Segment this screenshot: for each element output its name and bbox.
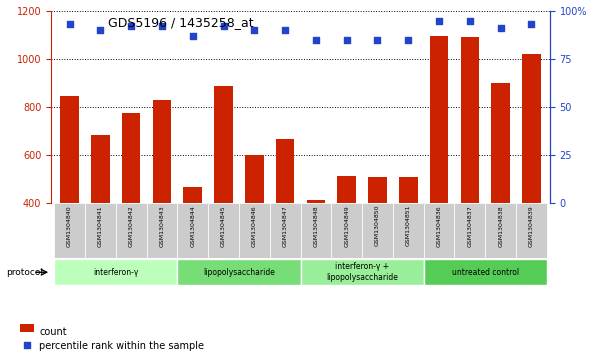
Text: untreated control: untreated control [452,268,519,277]
Point [249,27,259,33]
Text: GSM1304849: GSM1304849 [344,205,349,247]
Bar [424,259,547,285]
Bar [20,324,34,332]
Text: GSM1304846: GSM1304846 [252,205,257,246]
Point [126,23,136,29]
Text: GSM1304840: GSM1304840 [67,205,72,246]
Point [311,37,321,42]
Bar [430,36,448,203]
Text: interferon-γ: interferon-γ [93,268,138,277]
Text: count: count [39,327,67,337]
Bar [215,86,233,203]
Text: GSM1304842: GSM1304842 [129,205,133,247]
Bar [276,139,294,203]
Point [219,23,228,29]
Bar [393,203,424,258]
Point [403,37,413,42]
Bar [54,203,85,258]
Text: GSM1304851: GSM1304851 [406,205,410,246]
Text: GDS5196 / 1435258_at: GDS5196 / 1435258_at [108,16,254,29]
Point [526,21,536,27]
Bar [239,203,270,258]
Bar [337,176,356,203]
Bar [270,203,300,258]
Text: lipopolysaccharide: lipopolysaccharide [203,268,275,277]
Text: GSM1304848: GSM1304848 [313,205,319,246]
Bar [300,203,331,258]
Bar [91,135,109,203]
Bar [424,203,454,258]
Bar [177,259,300,285]
Text: interferon-γ +
lipopolysaccharide: interferon-γ + lipopolysaccharide [326,262,398,282]
Text: GSM1304847: GSM1304847 [282,205,288,247]
Text: protocol: protocol [6,268,43,277]
Bar [60,95,79,203]
Bar [516,203,547,258]
Bar [183,187,202,203]
Bar [522,54,541,203]
Point [435,17,444,23]
Bar [454,203,485,258]
Bar [368,177,386,203]
Point [22,342,32,348]
Bar [208,203,239,258]
Bar [300,259,424,285]
Bar [116,203,147,258]
Bar [85,203,116,258]
Bar [245,155,264,203]
Text: GSM1304841: GSM1304841 [98,205,103,246]
Bar [362,203,393,258]
Text: GSM1304844: GSM1304844 [191,205,195,247]
Text: GSM1304850: GSM1304850 [375,205,380,246]
Point [373,37,382,42]
Bar [307,200,325,203]
Text: GSM1304837: GSM1304837 [468,205,472,247]
Text: GSM1304843: GSM1304843 [159,205,165,247]
Point [342,37,352,42]
Text: GSM1304836: GSM1304836 [436,205,442,246]
Point [280,27,290,33]
Text: GSM1304838: GSM1304838 [498,205,503,246]
Bar [492,83,510,203]
Bar [460,37,479,203]
Bar [331,203,362,258]
Bar [147,203,177,258]
Bar [399,177,418,203]
Point [96,27,105,33]
Point [496,25,505,31]
Point [157,23,166,29]
Text: GSM1304839: GSM1304839 [529,205,534,247]
Bar [153,100,171,203]
Bar [485,203,516,258]
Text: GSM1304845: GSM1304845 [221,205,226,246]
Text: percentile rank within the sample: percentile rank within the sample [39,340,204,351]
Point [65,21,75,27]
Bar [177,203,208,258]
Point [465,17,475,23]
Bar [54,259,177,285]
Point [188,33,198,39]
Bar [122,113,141,203]
